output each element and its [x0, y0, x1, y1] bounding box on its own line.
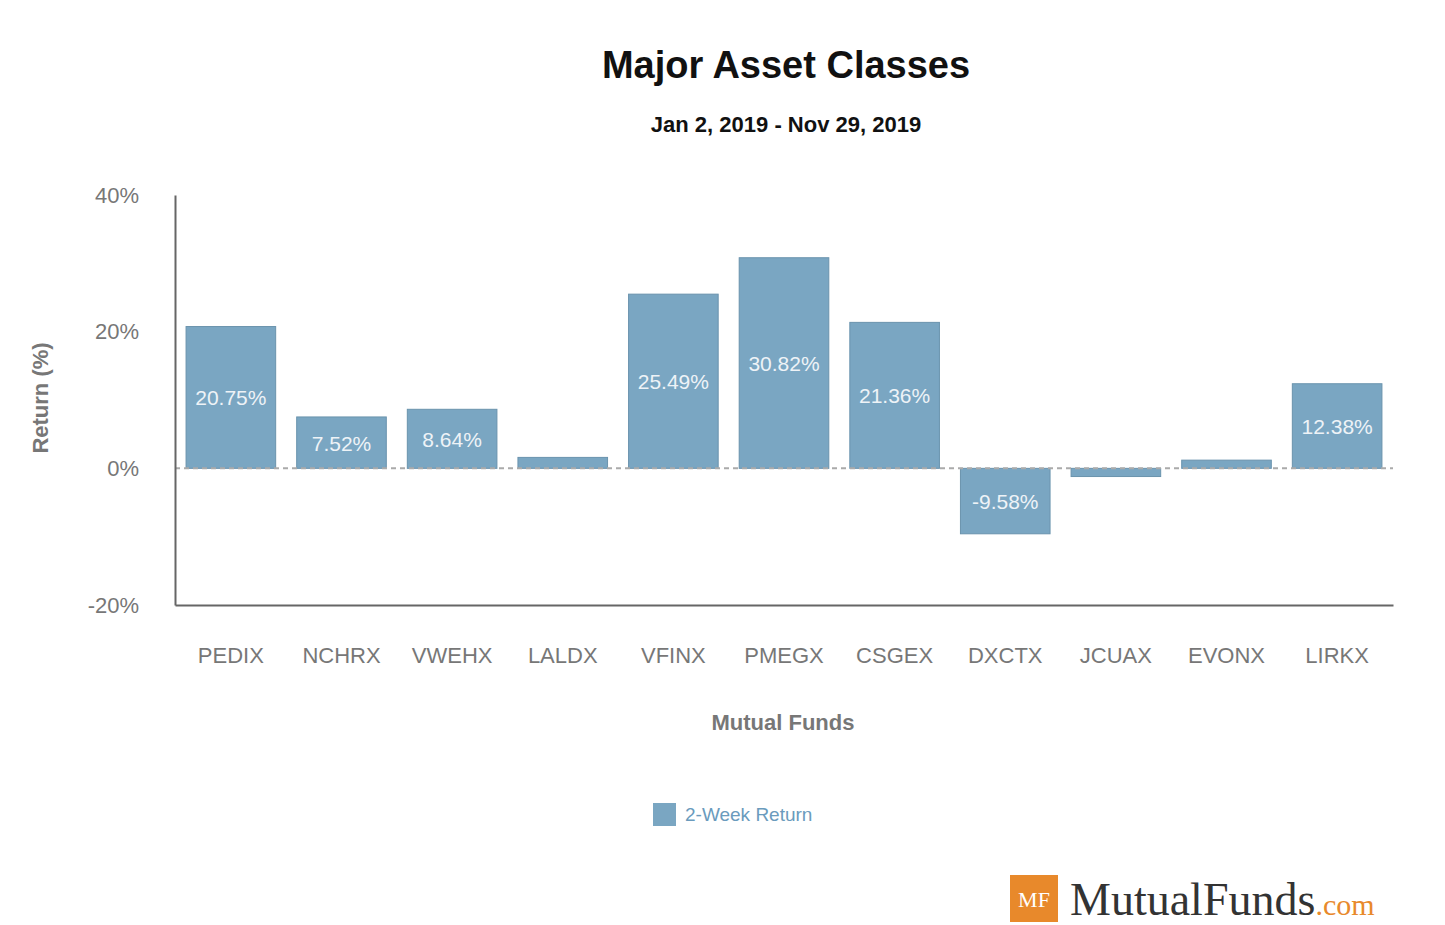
x-tick: JCUAX [1080, 605, 1152, 668]
x-tick-label: NCHRX [302, 643, 381, 668]
x-tick: CSGEX [856, 605, 933, 668]
y-axis: -20% 0% 20% 40% [88, 183, 176, 618]
logo-text: MF [1018, 887, 1050, 912]
bar [407, 409, 497, 468]
bar [297, 417, 387, 468]
y-tick: 0% [107, 456, 175, 481]
y-tick: -20% [88, 593, 175, 618]
x-tick: LALDX [528, 605, 598, 668]
bar [739, 258, 829, 469]
x-tick: NCHRX [302, 605, 381, 668]
bar [186, 327, 276, 469]
x-axis: PEDIX NCHRX VWEHX LALDX VFINX PMEGX CSGEX DXCTX… [176, 605, 1394, 668]
legend-swatch [653, 803, 676, 826]
x-tick: PEDIX [198, 605, 264, 668]
brand: MutualFunds.com [1070, 874, 1375, 925]
watermark: MF MutualFunds.com [1010, 874, 1375, 925]
data-label: 8.64% [422, 428, 482, 451]
brand-name: MutualFunds [1070, 874, 1315, 925]
x-tick: LIRKX [1305, 605, 1369, 668]
x-tick: EVONX [1188, 605, 1265, 668]
bar [518, 457, 608, 468]
x-tick-label: LIRKX [1305, 643, 1369, 668]
y-tick-label: 40% [95, 183, 139, 208]
x-tick: VWEHX [412, 605, 493, 668]
brand-suffix: .com [1315, 888, 1374, 921]
y-tick: 40% [95, 183, 175, 208]
legend: 2-Week Return [653, 803, 812, 826]
x-tick-label: CSGEX [856, 643, 933, 668]
subtitle: Jan 2, 2019 - Nov 29, 2019 [651, 112, 921, 137]
y-tick-label: 20% [95, 319, 139, 344]
y-tick: 20% [95, 319, 175, 344]
x-tick-label: VFINX [641, 643, 706, 668]
x-tick: VFINX [641, 605, 706, 668]
legend-label: 2-Week Return [685, 804, 812, 825]
y-tick-label: 0% [107, 456, 139, 481]
bar [850, 322, 940, 468]
x-tick: DXCTX [968, 605, 1043, 668]
bar [1292, 384, 1382, 469]
data-label: 12.38% [1302, 415, 1373, 438]
data-label: 30.82% [748, 352, 819, 375]
title: Major Asset Classes [602, 44, 970, 86]
x-axis-line [176, 605, 1394, 607]
data-label: 21.36% [859, 384, 930, 407]
x-tick-label: PMEGX [744, 643, 824, 668]
zero-line [175, 467, 1393, 469]
data-label: 20.75% [195, 386, 266, 409]
logo-box [1010, 875, 1058, 922]
bars [186, 258, 1382, 534]
data-label: -9.58% [972, 490, 1039, 513]
data-label: 7.52% [312, 432, 372, 455]
x-axis-title: Mutual Funds [712, 710, 855, 735]
bar [1182, 460, 1272, 468]
x-tick-label: EVONX [1188, 643, 1265, 668]
bar [960, 468, 1050, 533]
x-tick-label: DXCTX [968, 643, 1043, 668]
x-tick-label: PEDIX [198, 643, 264, 668]
x-tick-label: LALDX [528, 643, 598, 668]
bar [629, 294, 719, 468]
data-label: 25.49% [638, 370, 709, 393]
data-labels: 20.75% 7.52% 8.64% 25.49% 30.82% 21.36% -9.58%… [195, 352, 1373, 513]
y-axis-line [175, 196, 177, 606]
y-axis-title: Return (%) [28, 342, 53, 453]
y-tick-label: -20% [88, 593, 139, 618]
x-tick: PMEGX [744, 605, 824, 668]
x-tick-label: VWEHX [412, 643, 493, 668]
chart: Major Asset Classes Jan 2, 2019 - Nov 29,… [0, 0, 1445, 925]
bar [1071, 468, 1161, 476]
x-tick-label: JCUAX [1080, 643, 1152, 668]
